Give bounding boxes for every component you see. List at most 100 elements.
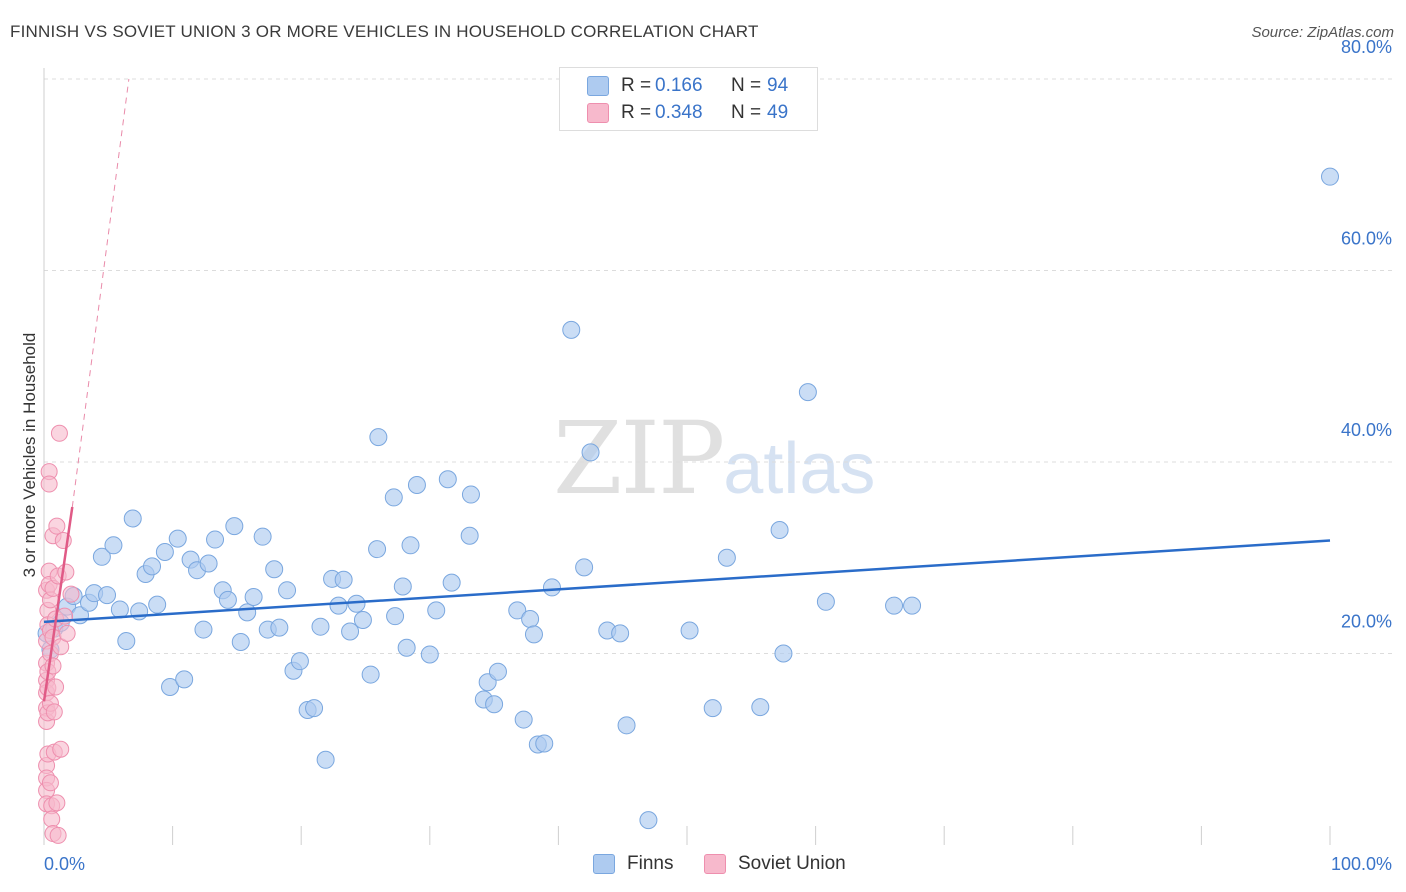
soviet-point — [48, 794, 66, 812]
finns-point — [270, 618, 289, 637]
soviet-point — [62, 585, 80, 603]
soviet-point — [41, 774, 59, 792]
legend-n-label: N = — [731, 75, 762, 96]
finns-point — [903, 596, 922, 615]
finns-point — [311, 617, 330, 636]
finns-point — [231, 633, 250, 652]
soviet-point — [48, 517, 66, 535]
finns-point — [305, 699, 324, 718]
finns-point — [611, 624, 630, 643]
finns-point — [316, 750, 335, 769]
finns-point — [104, 536, 123, 555]
soviet-point — [58, 624, 76, 642]
finns-point — [123, 509, 142, 528]
y-axis-label: 3 or more Vehicles in Household — [20, 332, 39, 578]
finns-trend-line — [43, 539, 1331, 624]
finns-point — [98, 586, 117, 605]
finns-point — [168, 529, 187, 548]
source-label: Source: ZipAtlas.com — [1251, 24, 1394, 41]
finns-point — [341, 622, 360, 641]
legend-n-label: N = — [731, 102, 762, 123]
soviet-point — [57, 563, 75, 581]
finns-point — [717, 548, 736, 567]
finns-point — [334, 570, 353, 589]
finns-point — [397, 638, 416, 657]
soviet-point — [49, 826, 67, 844]
finns-point — [581, 443, 600, 462]
finns-point — [155, 543, 174, 562]
finns-point — [774, 644, 793, 663]
finns-point — [148, 595, 167, 614]
legend: R = 0.166 N = 94 R = 0.348 N = 49 — [559, 67, 818, 131]
finns-point — [369, 428, 388, 447]
finns-point — [575, 558, 594, 577]
finns-point — [680, 621, 699, 640]
finns-point — [175, 670, 194, 689]
x-tick-label: 100.0% — [1331, 854, 1392, 874]
legend-r-value: 0.166 — [655, 75, 703, 96]
finns-point — [278, 581, 297, 600]
finns-point — [562, 320, 581, 339]
finns-point — [461, 485, 480, 504]
y-tick-label: 20.0% — [1341, 612, 1392, 632]
finns-point — [703, 699, 722, 718]
finns-point — [143, 557, 162, 576]
soviet-point — [45, 703, 63, 721]
finns-point — [524, 625, 543, 644]
finns-point — [244, 588, 263, 607]
soviet-point — [40, 475, 58, 493]
watermark-zip: ZIP — [553, 400, 725, 517]
finns-point — [427, 601, 446, 620]
legend-r-value: 0.348 — [655, 102, 703, 123]
bottom-legend-swatch-finns — [593, 854, 615, 874]
finns-point — [117, 632, 136, 651]
bottom-legend-finns: Finns — [593, 852, 673, 876]
watermark-atlas: atlas — [723, 429, 876, 509]
legend-n-value: 49 — [767, 102, 789, 123]
finns-point — [460, 526, 479, 545]
legend-r-label: R = — [621, 102, 652, 123]
finns-point — [751, 698, 770, 717]
finns-point — [92, 547, 111, 566]
finns-point — [485, 695, 504, 714]
bottom-legend-soviet: Soviet Union — [704, 852, 846, 876]
finns-point — [353, 610, 372, 629]
finns-point — [885, 596, 904, 615]
legend-swatch-finns — [587, 76, 609, 96]
finns-point — [816, 592, 835, 611]
bottom-legend-swatch-soviet — [704, 854, 726, 874]
finns-point — [1321, 167, 1339, 186]
chart-title: FINNISH VS SOVIET UNION 3 OR MORE VEHICL… — [10, 22, 759, 41]
soviet-point — [43, 810, 61, 828]
finns-point — [329, 596, 348, 615]
finns-point — [488, 662, 507, 681]
legend-row-finns: R = 0.166 N = 94 — [560, 73, 788, 99]
finns-point — [206, 530, 225, 549]
y-tick-label: 40.0% — [1341, 420, 1392, 440]
finns-point — [393, 577, 412, 596]
bottom-legend-label-finns: Finns — [627, 853, 674, 874]
finns-point — [770, 520, 789, 539]
legend-n-value: 94 — [767, 75, 789, 96]
finns-point — [442, 573, 461, 592]
soviet-trend-line — [42, 506, 74, 702]
finns-point — [438, 470, 457, 489]
finns-point — [290, 652, 309, 671]
finns-point — [361, 665, 380, 684]
finns-point — [407, 475, 426, 494]
y-tick-label: 80.0% — [1341, 37, 1392, 57]
finns-point — [798, 383, 817, 402]
finns-point — [225, 517, 244, 536]
finns-point — [218, 590, 237, 609]
finns-point — [514, 710, 533, 729]
watermark: ZIPatlas — [553, 400, 875, 517]
finns-point — [384, 488, 403, 507]
finns-point — [535, 734, 554, 753]
bottom-legend-label-soviet: Soviet Union — [738, 853, 846, 874]
finns-point — [420, 645, 439, 664]
finns-point — [521, 610, 540, 629]
finns-point — [401, 536, 420, 555]
finns-point — [110, 600, 129, 619]
finns-point — [542, 578, 561, 597]
